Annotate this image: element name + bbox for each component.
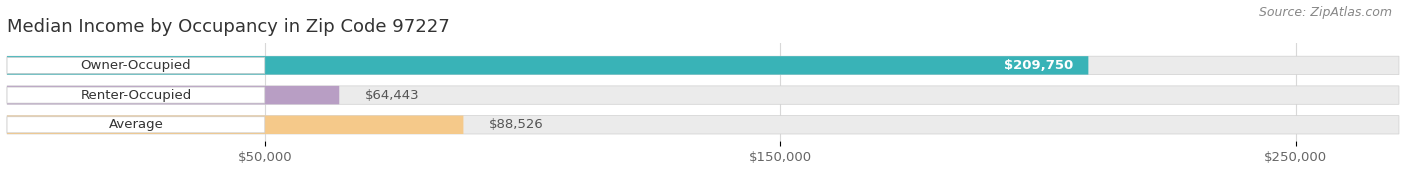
- Text: Owner-Occupied: Owner-Occupied: [80, 59, 191, 72]
- FancyBboxPatch shape: [7, 87, 264, 103]
- Text: Average: Average: [108, 118, 163, 131]
- FancyBboxPatch shape: [7, 116, 1399, 134]
- Text: $64,443: $64,443: [366, 89, 419, 102]
- Text: Source: ZipAtlas.com: Source: ZipAtlas.com: [1258, 6, 1392, 19]
- FancyBboxPatch shape: [7, 56, 1399, 75]
- FancyBboxPatch shape: [7, 56, 1088, 75]
- FancyBboxPatch shape: [7, 86, 339, 104]
- FancyBboxPatch shape: [7, 117, 264, 133]
- FancyBboxPatch shape: [7, 86, 1399, 104]
- Text: Renter-Occupied: Renter-Occupied: [80, 89, 191, 102]
- FancyBboxPatch shape: [7, 57, 264, 74]
- Text: $88,526: $88,526: [489, 118, 544, 131]
- Text: Median Income by Occupancy in Zip Code 97227: Median Income by Occupancy in Zip Code 9…: [7, 18, 450, 36]
- Text: $209,750: $209,750: [1004, 59, 1073, 72]
- FancyBboxPatch shape: [7, 116, 464, 134]
